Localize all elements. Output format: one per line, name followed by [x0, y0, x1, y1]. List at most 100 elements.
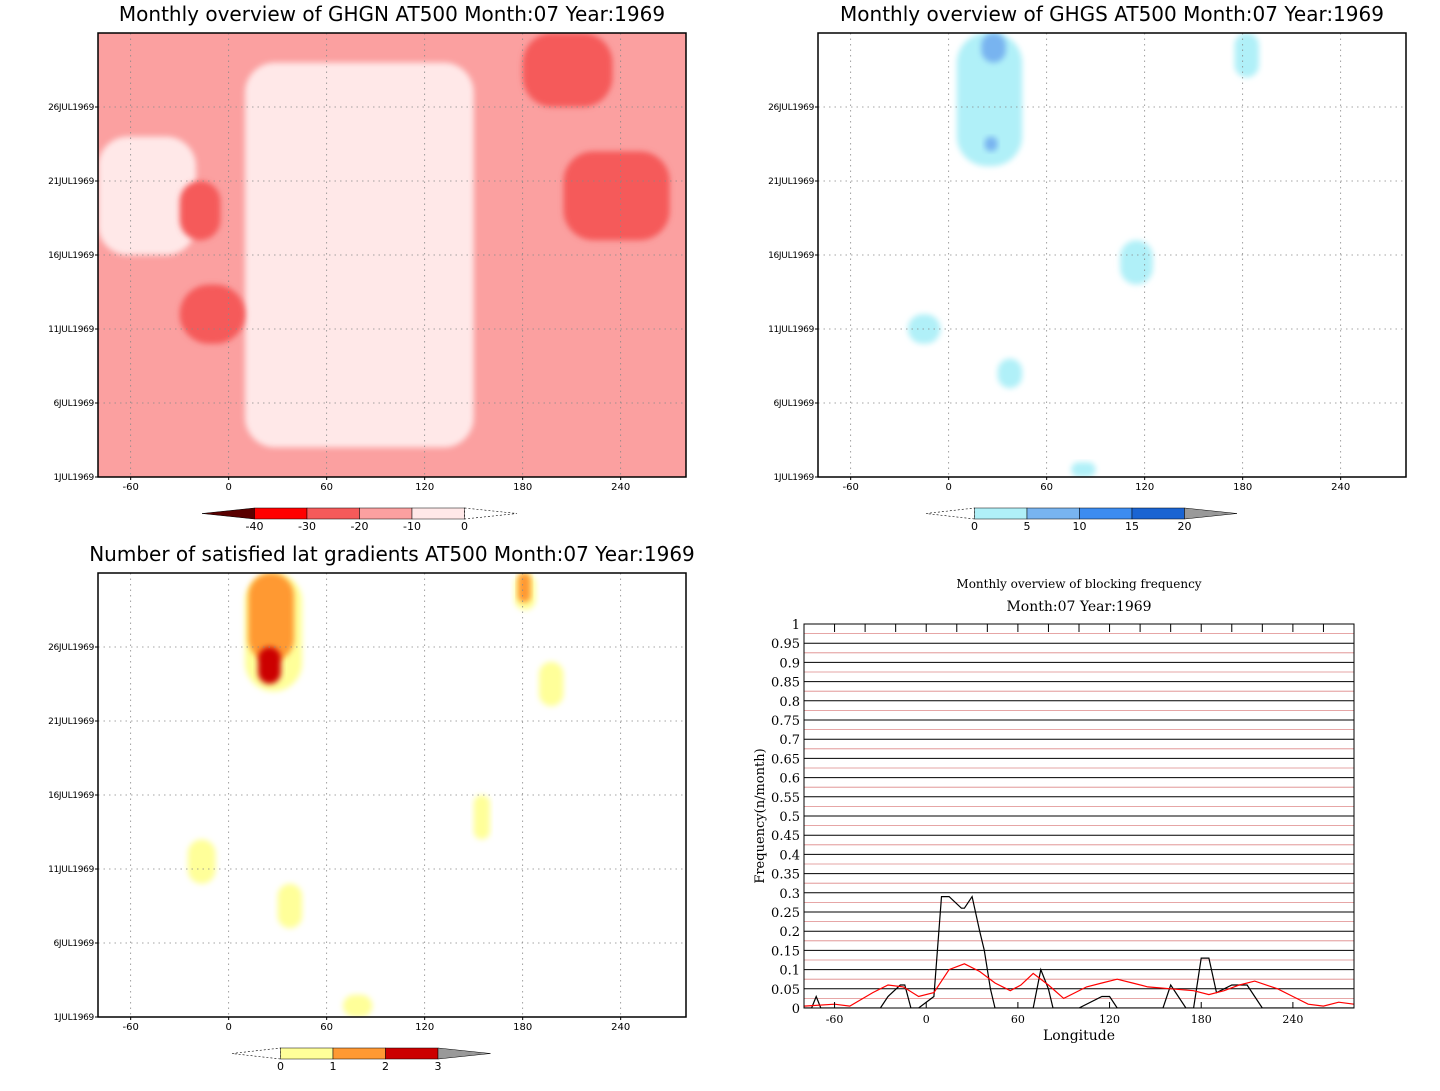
hm0-xtick-label-4: 180	[513, 482, 532, 493]
hm1-region-2	[984, 136, 998, 152]
hm0-xtick-label-5: 240	[611, 482, 630, 493]
hm0-cb-open-end	[464, 507, 518, 520]
line-chart-xlabel: Longitude	[1043, 1028, 1115, 1044]
hm1-region-6	[997, 358, 1023, 389]
hm1-cb-seg-1	[1026, 507, 1080, 520]
hm0-ytick-label-4: 21JUL1969	[48, 177, 94, 187]
hm1-cb-label-0: 0	[971, 520, 978, 533]
hm0-cb-label-2: -20	[351, 520, 369, 533]
hm1-cb-seg-0	[974, 507, 1028, 520]
panel-ghgs-x-ticks: -60 0 60 120 180 240	[842, 477, 1350, 493]
hm0-xtick-label-2: 60	[320, 482, 333, 493]
panel-ghgs-title: Monthly overview of GHGS AT500 Month:07 …	[840, 2, 1384, 26]
hm1-ytick-label-2: 11JUL1969	[768, 325, 814, 335]
hm2-region-8	[539, 661, 564, 707]
line-ytick-label-10: 0.5	[779, 810, 800, 825]
line-ytick-label-11: 0.55	[771, 791, 800, 806]
hm1-xtick-label-4: 180	[1233, 482, 1252, 493]
hm1-region-0	[956, 33, 1023, 167]
panel-ghgn-x-ticks: -60 0 60 120 180 240	[122, 477, 630, 493]
hm2-xtick-label-2: 60	[320, 1022, 333, 1033]
line-chart-title: Monthly overview of blocking frequency	[956, 577, 1201, 591]
line-chart-x-ticks: -60 0 60 120 180 240	[826, 624, 1324, 1026]
line-xtick-label-2: 60	[1011, 1013, 1025, 1026]
hm1-xtick-label-3: 120	[1135, 482, 1154, 493]
line-ytick-label-5: 0.25	[771, 906, 800, 921]
hm2-ytick-label-1: 6JUL1969	[54, 939, 95, 949]
line-chart-subtitle: Month:07 Year:1969	[1006, 599, 1151, 615]
line-series-0	[804, 895, 1354, 1008]
line-ytick-label-17: 0.85	[771, 676, 800, 691]
hm2-cb-label-1: 1	[330, 1060, 337, 1073]
line-ytick-label-2: 0.1	[779, 964, 800, 979]
hm0-ytick-label-5: 26JUL1969	[48, 103, 94, 113]
line-xtick-label-4: 180	[1191, 1013, 1212, 1026]
hm2-cb-open-end	[231, 1047, 281, 1060]
panel-ghgs-colorbar: 0 5 10 15 20	[925, 507, 1238, 533]
panel-ghgn-y-ticks: 1JUL1969 6JUL1969 11JUL1969 16JUL1969 21JUL1…	[48, 103, 98, 483]
line-chart-grid	[804, 623, 1354, 1009]
hm1-ytick-label-5: 26JUL1969	[768, 103, 814, 113]
hm0-region-3	[563, 151, 670, 241]
hm0-region-6	[522, 33, 613, 107]
hm1-cb-seg-4	[1184, 507, 1238, 520]
hm2-cb-seg-0	[280, 1047, 334, 1060]
hm1-cb-label-2: 10	[1073, 520, 1087, 533]
line-ytick-label-1: 0.05	[771, 983, 800, 998]
line-ytick-label-18: 0.9	[779, 656, 800, 671]
hm0-ytick-label-0: 1JUL1969	[54, 473, 95, 483]
panel-ghgn-title: Monthly overview of GHGN AT500 Month:07 …	[119, 2, 665, 26]
hm2-xtick-label-1: 0	[225, 1022, 231, 1033]
hm2-region-5	[187, 839, 216, 884]
line-ytick-label-13: 0.65	[771, 752, 800, 767]
hm2-ytick-label-2: 11JUL1969	[48, 865, 94, 875]
panel-ghgs-regions	[907, 33, 1259, 477]
hm1-ytick-label-4: 21JUL1969	[768, 177, 814, 187]
panel-ghgs-grid	[818, 33, 1406, 478]
panel-ghgn-colorbar: -40 -30 -20 -10 0	[201, 507, 518, 533]
hm0-cb-label-0: -40	[246, 520, 264, 533]
panel-lat-gradients-x-ticks: -60 0 60 120 180 240	[122, 1017, 630, 1033]
hm1-cb-open-end	[925, 507, 975, 520]
hm1-region-5	[907, 314, 941, 344]
hm1-cb-label-4: 20	[1178, 520, 1192, 533]
panel-ghgn: Monthly overview of GHGN AT500 Month:07 …	[48, 2, 687, 533]
hm0-xtick-label-3: 120	[415, 482, 434, 493]
hm0-cb-seg-1	[254, 507, 308, 520]
hm0-xtick-label-0: -60	[122, 482, 138, 493]
hm1-ytick-label-0: 1JUL1969	[774, 473, 815, 483]
line-chart-y-ticks: 0 0.05 0.1 0.15 0.2 0.25 0.3 0.35 0.4 0.45 0.5 0.55…	[771, 618, 800, 1017]
panel-lat-gradients-y-ticks: 1JUL1969 6JUL1969 11JUL1969 16JUL1969 21JUL1…	[48, 643, 98, 1023]
hm2-region-6	[277, 883, 303, 929]
panel-lat-gradients-title: Number of satisfied lat gradients AT500 …	[89, 542, 695, 566]
hm0-xtick-label-1: 0	[225, 482, 231, 493]
hm0-region-1	[245, 62, 474, 448]
hm1-region-1	[981, 33, 1006, 63]
hm1-xtick-label-1: 0	[945, 482, 951, 493]
panel-ghgs-y-ticks: 1JUL1969 6JUL1969 11JUL1969 16JUL1969 21JUL1…	[768, 103, 818, 483]
line-xtick-label-0: -60	[826, 1013, 844, 1026]
hm1-region-4	[1234, 33, 1259, 78]
hm2-ytick-label-4: 21JUL1969	[48, 717, 94, 727]
hm2-region-7	[473, 795, 490, 840]
hm1-ytick-label-1: 6JUL1969	[774, 399, 815, 409]
hm2-cb-seg-2	[385, 1047, 439, 1060]
hm1-ytick-label-3: 16JUL1969	[768, 251, 814, 261]
hm0-ytick-label-2: 11JUL1969	[48, 325, 94, 335]
hm2-xtick-label-5: 240	[611, 1022, 630, 1033]
hm1-cb-seg-2	[1079, 507, 1133, 520]
line-ytick-label-16: 0.8	[779, 695, 800, 710]
line-xtick-label-5: 240	[1282, 1013, 1303, 1026]
hm1-xtick-label-2: 60	[1040, 482, 1053, 493]
hm2-region-1	[248, 573, 294, 662]
line-ytick-label-12: 0.6	[779, 772, 800, 787]
hm1-region-3	[1120, 240, 1153, 285]
hm0-region-2	[98, 136, 196, 255]
hm1-region-7	[1071, 462, 1096, 477]
hm2-xtick-label-3: 120	[415, 1022, 434, 1033]
panel-lat-gradients: Number of satisfied lat gradients AT500 …	[48, 542, 695, 1073]
panel-lat-gradients-regions	[187, 573, 564, 1017]
hm2-xtick-label-4: 180	[513, 1022, 532, 1033]
hm2-region-9	[343, 994, 373, 1017]
